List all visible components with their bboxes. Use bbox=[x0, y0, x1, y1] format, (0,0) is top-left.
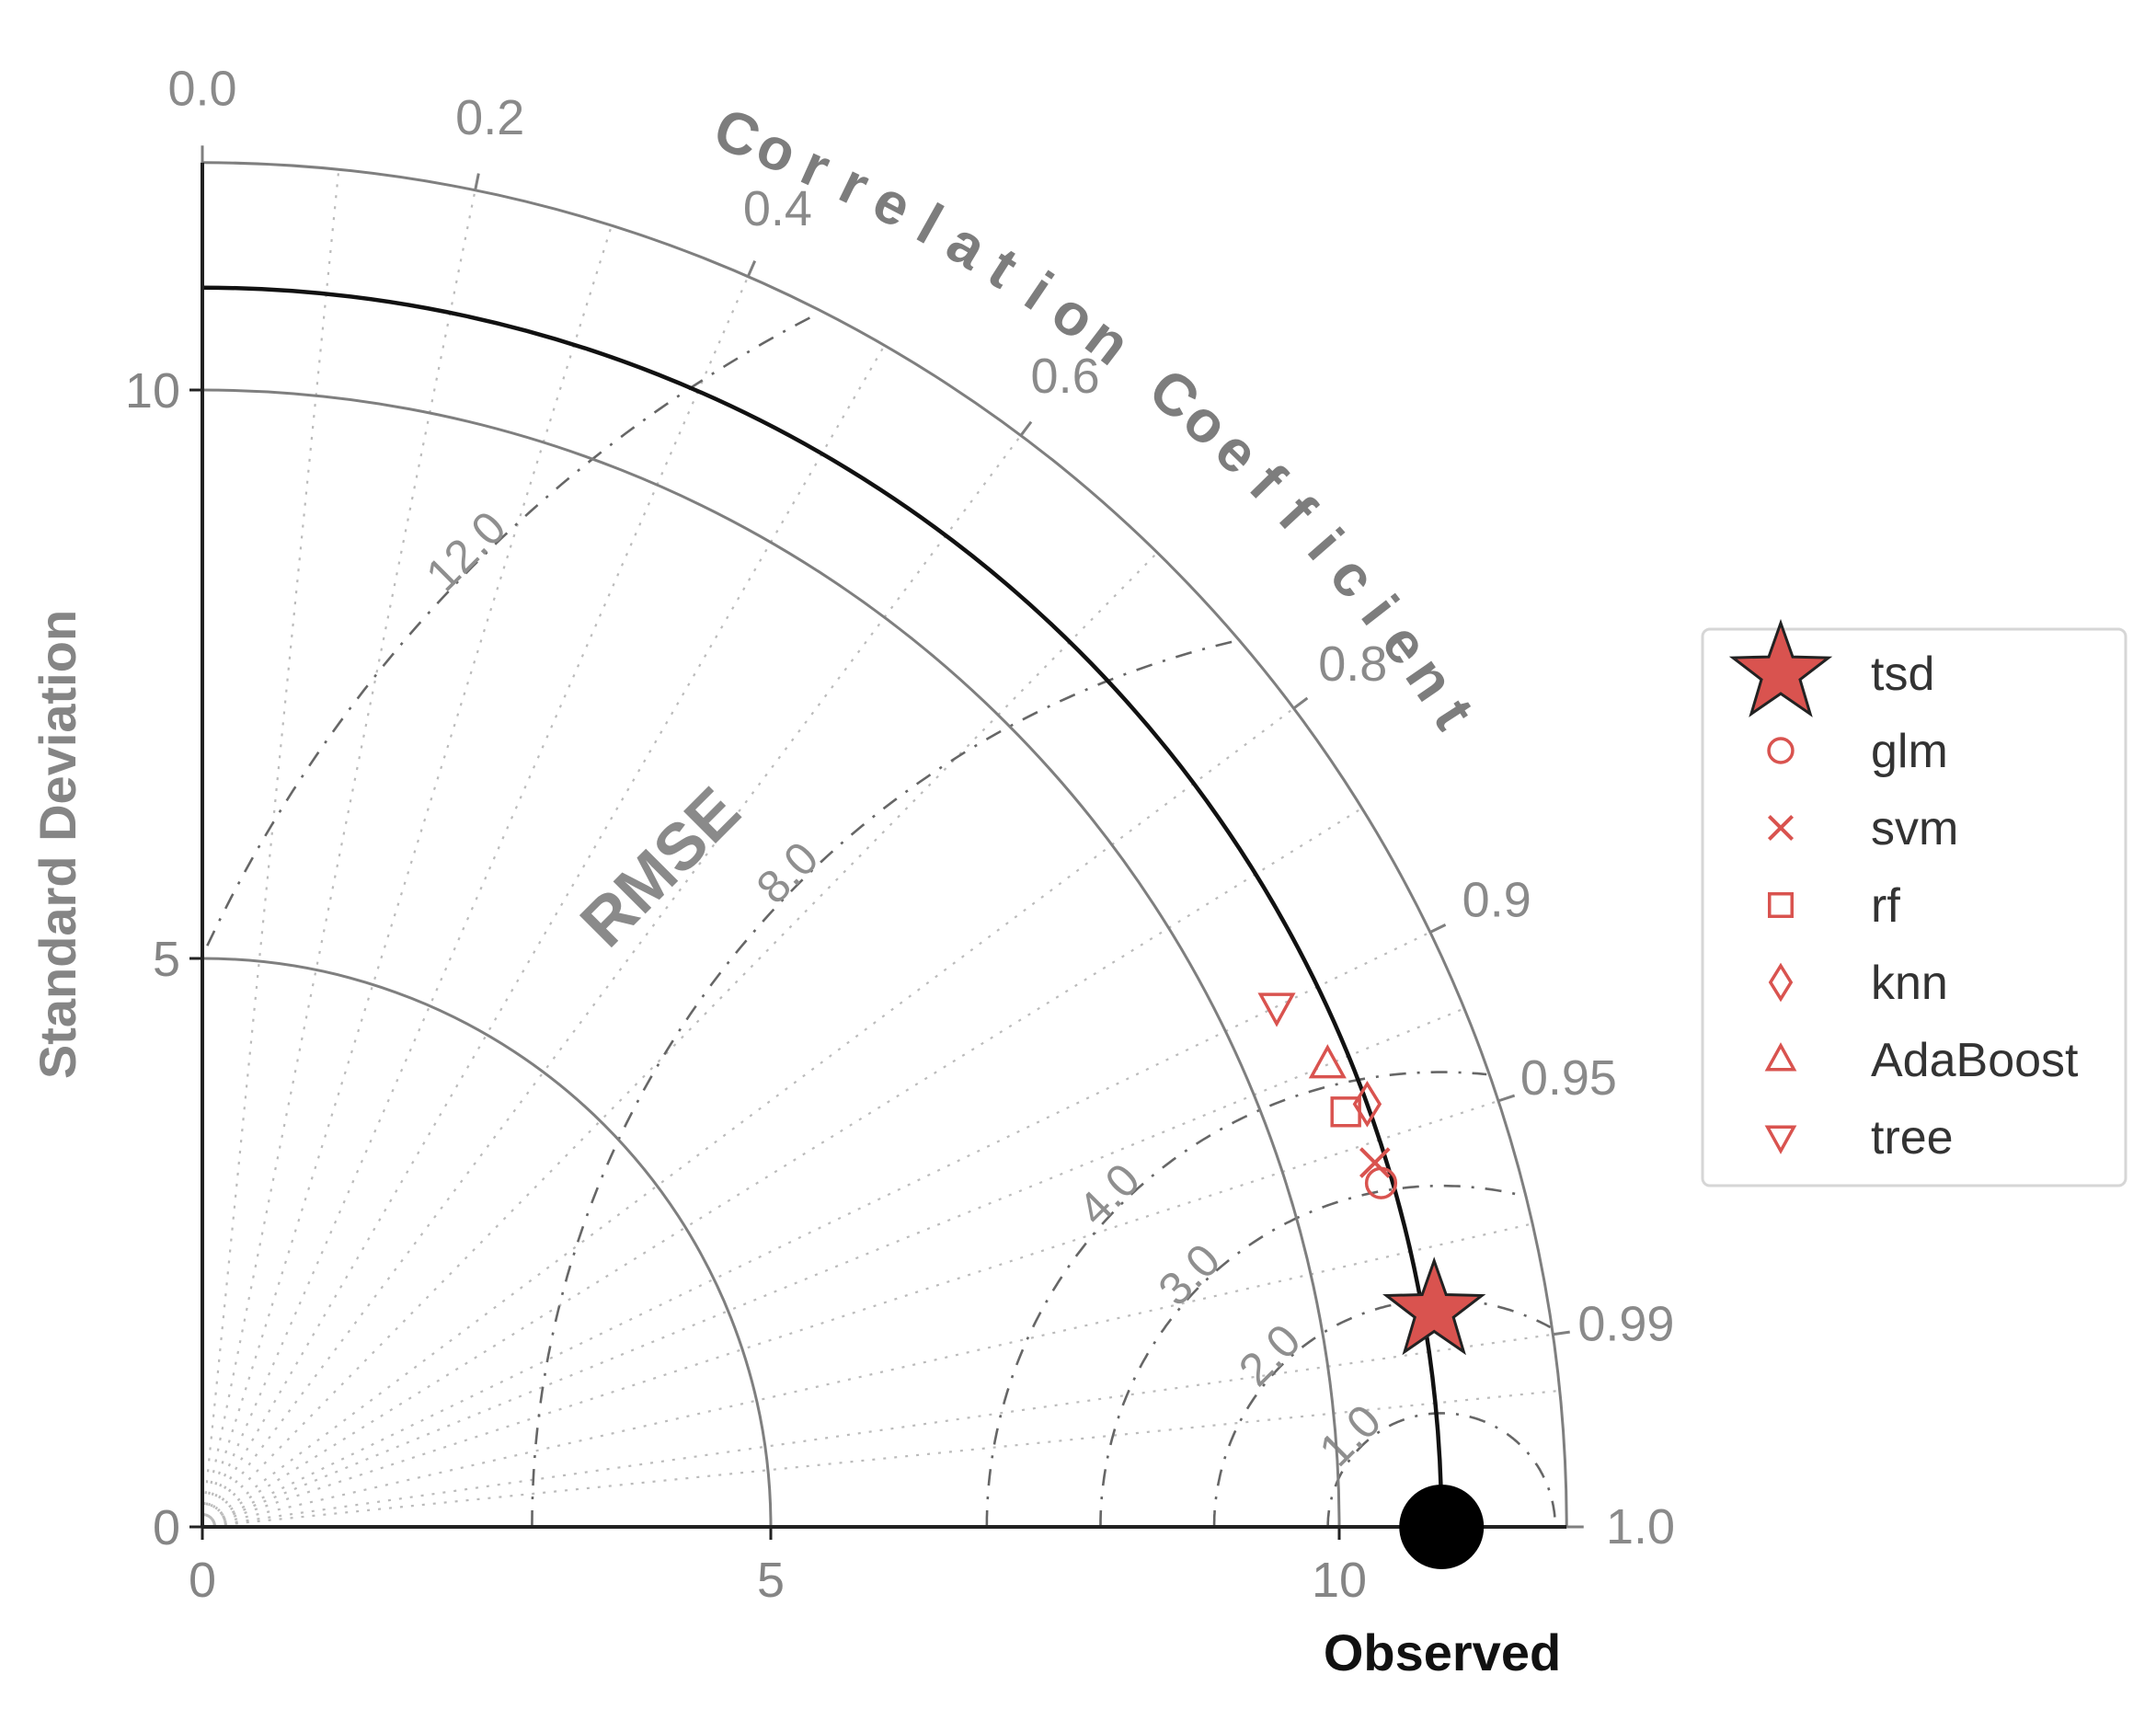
correlation-tick-label: 0.99 bbox=[1577, 1296, 1674, 1351]
legend-label-knn: knn bbox=[1871, 957, 1948, 1010]
correlation-tick-mark bbox=[746, 260, 757, 278]
legend-marker-knn bbox=[1768, 962, 1794, 1003]
correlation-tick-mark bbox=[1292, 696, 1309, 710]
legend-box bbox=[1701, 627, 2127, 1187]
std-arc bbox=[201, 161, 1568, 1528]
correlation-grid-line bbox=[201, 1099, 1499, 1529]
correlation-grid-line bbox=[201, 1222, 1533, 1529]
legend-marker-glm bbox=[1767, 737, 1795, 764]
correlation-grid-line bbox=[201, 224, 614, 1528]
point-knn bbox=[1352, 1081, 1382, 1128]
rmse-contour bbox=[985, 1071, 1487, 1528]
correlation-grid bbox=[201, 169, 1560, 1529]
correlation-ticks: 0.0 0.2 0.4 0.6 0.8 0.9 0.95 0.99 1.0 bbox=[167, 62, 1675, 1555]
legend-label-rf: rf bbox=[1871, 879, 1900, 933]
correlation-tick-label: 0.4 bbox=[743, 181, 812, 236]
legend-marker-svm-stroke bbox=[1767, 814, 1795, 842]
correlation-grid-line bbox=[201, 552, 1158, 1528]
correlation-tick-label: 0.95 bbox=[1520, 1050, 1617, 1106]
legend-label-tree: tree bbox=[1871, 1111, 1954, 1164]
rmse-title: RMSE bbox=[567, 774, 754, 961]
legend-label-glm: glm bbox=[1871, 725, 1948, 778]
observed-point bbox=[1399, 1485, 1485, 1569]
correlation-tick-mark bbox=[1497, 1094, 1516, 1103]
legend-label-adaboost: AdaBoost bbox=[1871, 1034, 2079, 1087]
rmse-contour bbox=[531, 640, 1234, 1528]
x-tick-label: 5 bbox=[757, 1553, 785, 1608]
correlation-grid-line bbox=[201, 169, 340, 1528]
correlation-tick-label: 0.8 bbox=[1318, 637, 1387, 692]
correlation-grid-line bbox=[201, 1007, 1465, 1529]
std-ticks: 00 5 5 10 10 bbox=[125, 363, 1367, 1608]
correlation-grid-line bbox=[201, 931, 1431, 1528]
std-arc bbox=[201, 388, 1341, 1528]
correlation-tick-label: 1.0 bbox=[1606, 1499, 1675, 1554]
correlation-tick-label: 0.9 bbox=[1462, 873, 1531, 928]
rmse-contour-label: 12.0 bbox=[416, 501, 515, 601]
correlation-grid-line bbox=[201, 434, 1022, 1528]
point-svm bbox=[1359, 1147, 1391, 1178]
correlation-title-char: f bbox=[1267, 483, 1329, 543]
rmse-contours: 1.02.03.04.08.012.0 bbox=[206, 315, 1557, 1528]
legend: tsd glm svm rf knn AdaBoost tree bbox=[1701, 618, 2127, 1187]
correlation-grid-line bbox=[201, 344, 886, 1528]
y-axis-title: Standard Deviation bbox=[29, 610, 86, 1079]
x-tick-label: 0 bbox=[189, 1553, 216, 1608]
model-points bbox=[1257, 992, 1486, 1569]
rmse-contour bbox=[1212, 1298, 1552, 1528]
legend-marker-rf bbox=[1768, 892, 1794, 918]
legend-marker-tsd bbox=[1728, 618, 1833, 717]
correlation-tick-label: 0.2 bbox=[455, 90, 524, 145]
axes bbox=[201, 162, 1567, 1529]
legend-marker-svm bbox=[1767, 814, 1795, 842]
y-tick-label: 10 bbox=[125, 363, 180, 419]
correlation-tick-label: 0.0 bbox=[167, 62, 236, 117]
y-tick-label: 0 bbox=[153, 1500, 180, 1555]
correlation-grid-line bbox=[201, 807, 1363, 1528]
legend-label-tsd: tsd bbox=[1871, 648, 1934, 701]
rmse-contour-label: 3.0 bbox=[1149, 1233, 1231, 1315]
correlation-tick-mark bbox=[1553, 1330, 1570, 1336]
rmse-contour-label: 1.0 bbox=[1309, 1394, 1391, 1476]
x-tick-label: 10 bbox=[1312, 1553, 1367, 1608]
point-tsd bbox=[1382, 1256, 1486, 1356]
observed-std-arc bbox=[201, 285, 1444, 1528]
correlation-title-char: e bbox=[863, 166, 923, 240]
point-adaboost bbox=[1308, 1044, 1347, 1079]
observed-label: Observed bbox=[1324, 1623, 1561, 1681]
rmse-contour bbox=[1099, 1184, 1527, 1528]
correlation-tick-mark bbox=[1429, 923, 1447, 934]
point-tree bbox=[1257, 992, 1296, 1027]
rmse-contour bbox=[1326, 1412, 1557, 1527]
correlation-tick-mark bbox=[474, 173, 480, 191]
rmse-contour-label: 8.0 bbox=[747, 832, 829, 913]
std-arcs bbox=[201, 161, 1568, 1528]
std-arc bbox=[201, 957, 773, 1528]
legend-marker-tree bbox=[1764, 1125, 1797, 1154]
legend-marker-adaboost bbox=[1764, 1042, 1797, 1072]
rmse-contour-label: 2.0 bbox=[1229, 1314, 1311, 1396]
legend-label-svm: svm bbox=[1871, 802, 1958, 855]
correlation-tick-label: 0.6 bbox=[1031, 349, 1100, 404]
rmse-contour bbox=[206, 315, 811, 946]
point-svm-stroke bbox=[1359, 1147, 1391, 1178]
correlation-tick-mark bbox=[1019, 420, 1033, 437]
y-tick-label: 5 bbox=[153, 932, 180, 987]
